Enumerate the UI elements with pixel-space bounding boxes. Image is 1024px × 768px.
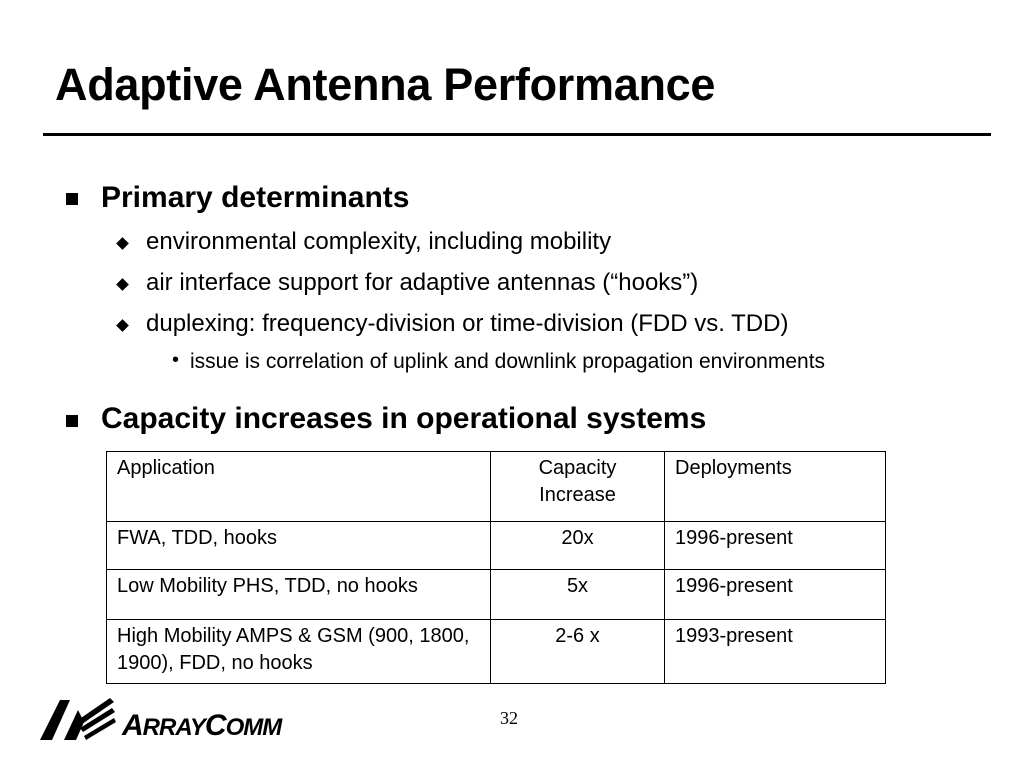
cell-deployments: 1996-present [664,569,886,620]
diamond-bullet-icon [116,278,129,291]
cell-capacity: 5x [490,569,665,620]
cell-application: FWA, TDD, hooks [106,521,491,570]
header-deployments: Deployments [664,451,886,522]
table-header-row: Application Capacity Increase Deployment… [106,451,886,522]
cell-deployments: 1996-present [664,521,886,570]
cell-capacity: 2-6 x [490,619,665,684]
square-bullet-icon [66,193,78,205]
table-row: FWA, TDD, hooks 20x 1996-present [106,521,886,570]
title-divider [43,133,991,136]
slide-title: Adaptive Antenna Performance [55,59,716,110]
sub-bullet-air-interface: air interface support for adaptive anten… [146,269,699,296]
cell-application: High Mobility AMPS & GSM (900, 1800, 190… [106,619,491,684]
arraycomm-logo-text: ARRAYCOMM [122,709,282,742]
cell-application: Low Mobility PHS, TDD, no hooks [106,569,491,620]
header-application: Application [106,451,491,522]
table-row: High Mobility AMPS & GSM (900, 1800, 190… [106,619,886,684]
square-bullet-icon [66,415,78,427]
arraycomm-logo-icon [40,698,116,740]
header-capacity-increase: Capacity Increase [490,451,665,522]
page-number: 32 [500,708,518,728]
sub-bullet-environment: environmental complexity, including mobi… [146,228,612,255]
diamond-bullet-icon [116,237,129,250]
bullet-primary-determinants: Primary determinants [101,181,410,214]
capacity-table: Application Capacity Increase Deployment… [106,451,886,684]
cell-capacity: 20x [490,521,665,570]
diamond-bullet-icon [116,319,129,332]
sub-sub-bullet-correlation: issue is correlation of uplink and downl… [190,350,826,373]
bullet-capacity-increases: Capacity increases in operational system… [101,402,707,435]
dot-bullet-icon: • [172,349,180,371]
sub-bullet-duplexing: duplexing: frequency-division or time-di… [146,310,789,337]
cell-deployments: 1993-present [664,619,886,684]
table-row: Low Mobility PHS, TDD, no hooks 5x 1996-… [106,569,886,620]
